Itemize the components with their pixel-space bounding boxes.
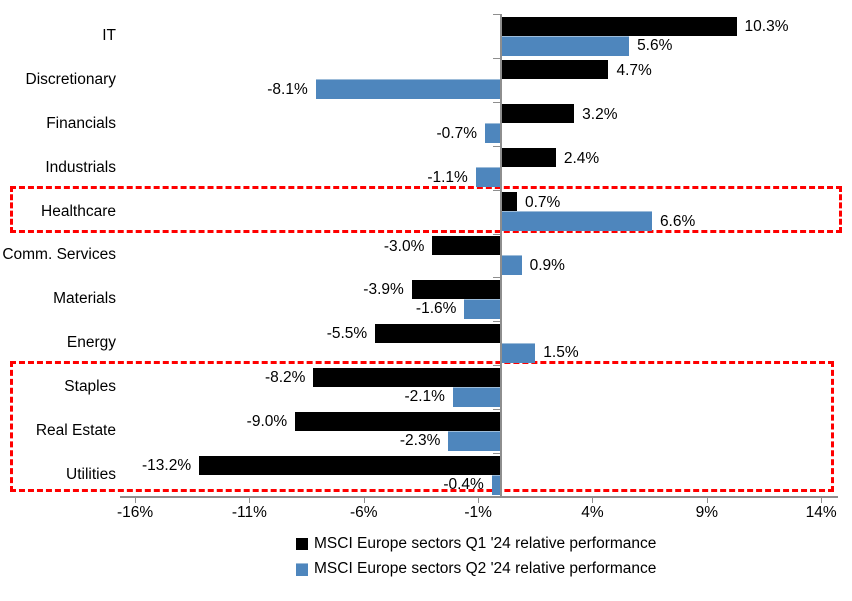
bar-label-q1: 4.7% xyxy=(616,61,652,79)
bar-label-q1: 0.7% xyxy=(525,193,561,211)
category-label: Real Estate xyxy=(35,422,116,440)
bar-label-q2: 0.9% xyxy=(529,256,565,274)
bar-label-q2: -2.3% xyxy=(399,432,441,450)
bar-label-q2: -0.4% xyxy=(443,476,484,494)
bar-q2 xyxy=(501,35,630,56)
y-axis-tick xyxy=(493,145,500,147)
x-axis-tick xyxy=(592,497,594,503)
bar-q1 xyxy=(411,279,501,299)
bar-q2 xyxy=(501,211,652,232)
bar-q1 xyxy=(432,236,501,256)
legend-item-q2: MSCI Europe sectors Q2 '24 relative perf… xyxy=(296,560,656,578)
bar-q2 xyxy=(484,123,501,144)
bar-q2 xyxy=(315,79,501,100)
bar-q1 xyxy=(501,104,575,124)
x-tick-label: -11% xyxy=(231,504,267,521)
bar-label-q1: -3.9% xyxy=(363,281,404,299)
bar-label-q2: 1.5% xyxy=(543,344,579,362)
category-label: Healthcare xyxy=(41,202,116,220)
category-label: Utilities xyxy=(66,466,116,484)
x-tick-label: -16% xyxy=(116,504,154,521)
y-axis-tick xyxy=(493,14,500,15)
x-tick-label: 9% xyxy=(695,504,719,521)
legend-swatch-q1-icon xyxy=(296,538,308,550)
bar-q2 xyxy=(448,430,501,451)
x-tick-label: 14% xyxy=(805,504,837,521)
bar-q1 xyxy=(501,192,517,212)
x-axis-tick xyxy=(135,497,137,503)
bar-label-q1: -5.5% xyxy=(326,325,368,343)
bar-q2 xyxy=(452,386,501,407)
x-axis-tick xyxy=(249,497,251,503)
category-label: Comm. Services xyxy=(2,246,116,264)
bar-q1 xyxy=(501,60,609,80)
bar-label-q2: 6.6% xyxy=(659,212,696,230)
category-label: IT xyxy=(102,26,116,44)
x-axis-tick xyxy=(821,497,823,503)
bar-label-q1: -8.2% xyxy=(264,369,306,387)
bar-q1 xyxy=(199,455,501,475)
y-axis-tick xyxy=(493,365,500,367)
legend-item-q1: MSCI Europe sectors Q1 '24 relative perf… xyxy=(296,535,656,553)
y-axis-tick xyxy=(493,101,500,103)
legend-label-q2: MSCI Europe sectors Q2 '24 relative perf… xyxy=(314,560,657,577)
bar-q2 xyxy=(464,298,501,319)
x-tick-label: -1% xyxy=(464,504,492,521)
category-label: Energy xyxy=(66,334,116,352)
legend: MSCI Europe sectors Q1 '24 relative perf… xyxy=(296,535,656,578)
y-axis-tick xyxy=(493,453,500,455)
category-label: Financials xyxy=(46,114,116,132)
bar-q1 xyxy=(295,411,501,431)
bar-q2 xyxy=(501,255,522,276)
x-axis-tick xyxy=(363,497,365,503)
bar-q2 xyxy=(501,342,536,363)
bar-label-q2: -2.1% xyxy=(404,388,445,406)
legend-swatch-q2-icon xyxy=(296,562,308,576)
category-label: Discretionary xyxy=(25,70,116,88)
bar-q1 xyxy=(501,148,556,168)
category-label: Materials xyxy=(53,290,116,308)
x-axis-tick xyxy=(706,497,708,503)
bar-q1 xyxy=(375,323,501,343)
bar-label-q1: 10.3% xyxy=(744,18,789,35)
x-axis-tick xyxy=(478,497,480,503)
bar-q2 xyxy=(475,167,501,188)
y-axis-tick xyxy=(493,277,500,279)
category-label: Staples xyxy=(64,378,116,396)
highlight-box-healthcare xyxy=(10,185,842,233)
bar-label-q2: -1.6% xyxy=(415,300,457,318)
bar-q2 xyxy=(491,474,501,495)
bar-label-q2: -0.7% xyxy=(436,124,477,142)
bar-q1 xyxy=(501,16,737,36)
y-axis-tick xyxy=(493,321,500,323)
y-axis-line xyxy=(500,14,502,497)
bar-label-q1: 2.4% xyxy=(563,149,600,167)
x-tick-label: 4% xyxy=(581,504,604,521)
bar-label-q2: -8.1% xyxy=(267,80,308,98)
bar-label-q2: 5.6% xyxy=(637,37,673,54)
bar-label-q1: -13.2% xyxy=(141,457,192,475)
x-tick-label: -6% xyxy=(349,504,378,521)
bar-label-q1: 3.2% xyxy=(582,105,618,123)
bar-q1 xyxy=(313,367,501,387)
y-axis-tick xyxy=(493,189,500,191)
bar-label-q1: -9.0% xyxy=(246,413,288,431)
bar-label-q2: -1.1% xyxy=(427,168,468,186)
legend-label-q1: MSCI Europe sectors Q1 '24 relative perf… xyxy=(314,535,657,552)
y-axis-tick xyxy=(493,409,500,411)
category-label: Industrials xyxy=(45,158,116,176)
y-axis-tick xyxy=(493,233,500,235)
y-axis-tick xyxy=(493,57,500,59)
bar-label-q1: -3.0% xyxy=(383,237,425,255)
